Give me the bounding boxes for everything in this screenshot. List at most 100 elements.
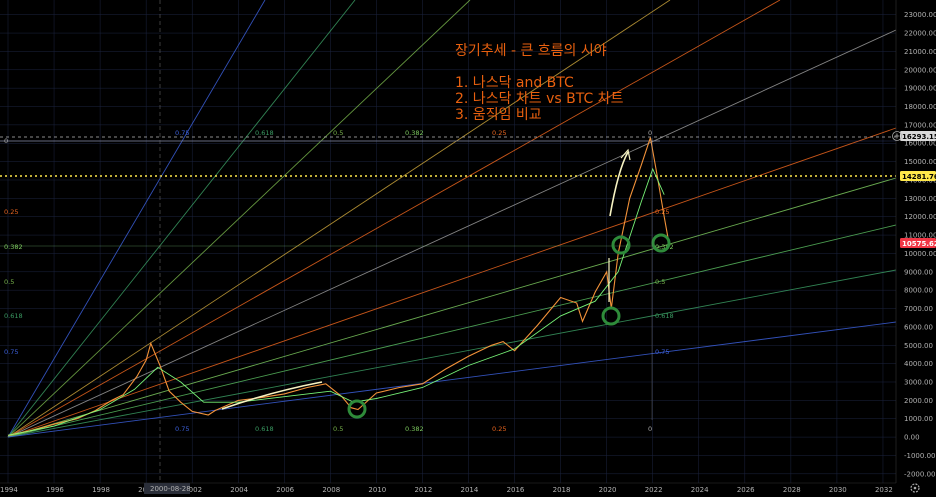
time-tick-label: 2032 xyxy=(875,486,893,494)
price-tick-label: 8000.00 xyxy=(904,287,933,295)
arrow-head xyxy=(620,148,631,161)
gear-icon-center xyxy=(913,486,917,490)
price-tick-label: 0.00 xyxy=(904,434,920,442)
annotation-title: 장기추세 - 큰 흐름의 시야 xyxy=(455,43,607,59)
fan-line xyxy=(7,321,897,438)
price-tag-top-bg xyxy=(900,131,936,141)
price-tick-label: 9000.00 xyxy=(904,268,933,276)
fib-label-bottom: 0.75 xyxy=(175,425,189,433)
price-tick-label: 3000.00 xyxy=(904,378,933,386)
fib-label-top: 0.25 xyxy=(492,129,506,137)
fib-label-right: 0.75 xyxy=(655,348,669,356)
highlight-circle xyxy=(347,399,367,419)
plus-button[interactable] xyxy=(892,131,902,141)
price-tick-label: 7000.00 xyxy=(904,305,933,313)
crosshair-date-bg xyxy=(144,483,190,494)
fib-label-right: 0.382 xyxy=(655,243,674,251)
time-tick-label: 2004 xyxy=(230,486,248,494)
fib-label-left: 0.75 xyxy=(4,348,18,356)
price-tick-label: -2000.00 xyxy=(904,470,935,478)
time-tick-label: 1994 xyxy=(0,486,18,494)
price-tick-label: 22000.00 xyxy=(904,30,936,38)
price-tick-label: 6000.00 xyxy=(904,323,933,331)
fan-line xyxy=(7,269,897,438)
price-tick-label: 17000.00 xyxy=(904,121,936,129)
fib-label-bottom: 0 xyxy=(648,425,652,433)
price-tag-current: 10575.62 xyxy=(900,238,936,248)
price-tick-label: 15000.00 xyxy=(904,158,936,166)
price-tick-label: 5000.00 xyxy=(904,342,933,350)
annotation-note: 장기추세 - 큰 흐름의 시야 1. 나스닥 and BTC 2. 나스닥 차트… xyxy=(455,43,624,123)
fib-label-top: 0.618 xyxy=(255,129,274,137)
time-axis[interactable]: 1994199619982000200220042006200820102012… xyxy=(0,482,936,497)
plus-icon xyxy=(892,131,902,141)
fib-label-bottom: 0.618 xyxy=(255,425,274,433)
time-tick-label: 2008 xyxy=(322,486,340,494)
trend-stroke-2003 xyxy=(221,381,323,410)
highlight-circle xyxy=(601,306,621,326)
fib-label-left: 0.382 xyxy=(4,243,23,251)
price-tick-label: 21000.00 xyxy=(904,48,936,56)
fib-retracement: 0.75 0.618 0.5 0.382 0.25 0 0.75 0.618 0.5 0.382 0… xyxy=(0,0,896,483)
fib-label-top: 0.75 xyxy=(175,129,189,137)
fib-label-top: 0.382 xyxy=(405,129,424,137)
fib-label-left: 0 xyxy=(4,137,8,145)
fib-label-left: 0.5 xyxy=(4,278,14,286)
price-tag-dotted-label: 14281.76 xyxy=(902,173,936,181)
price-tick-label: 18000.00 xyxy=(904,103,936,111)
time-axis-panel xyxy=(0,483,936,497)
crosshair-date-label: 2000-08-28 xyxy=(150,485,191,493)
price-tick-label: 19000.00 xyxy=(904,85,936,93)
fib-label-right: 0.5 xyxy=(655,278,665,286)
crosshair-date: 2000-08-28 xyxy=(144,483,191,494)
fib-label-top: 0.5 xyxy=(333,129,343,137)
price-tick-label: 4000.00 xyxy=(904,360,933,368)
time-tick-label: 2010 xyxy=(368,486,386,494)
price-tag-current-label: 10575.62 xyxy=(902,240,936,248)
annotation-item-1: 1. 나스닥 and BTC xyxy=(455,75,574,91)
price-tick-label: 20000.00 xyxy=(904,66,936,74)
fan-line xyxy=(7,0,471,438)
price-tag-current-bg xyxy=(900,238,936,248)
fib-label-top: 0 xyxy=(648,129,652,137)
time-tick-label: 2002 xyxy=(184,486,202,494)
time-tick-label: 2014 xyxy=(461,486,479,494)
time-tick-label: 2020 xyxy=(599,486,617,494)
price-tag-top: 16293.15 xyxy=(900,131,936,141)
price-tick-label: -1000.00 xyxy=(904,452,935,460)
time-tick-label: 1998 xyxy=(92,486,110,494)
fan-line xyxy=(7,127,897,438)
fib-label-right: 0.25 xyxy=(655,208,669,216)
settings-button[interactable] xyxy=(910,483,920,493)
chart-grid xyxy=(0,0,896,483)
time-tick-label: 2030 xyxy=(829,486,847,494)
fan-line xyxy=(7,0,356,438)
time-tick-label: 2028 xyxy=(783,486,801,494)
price-tick-label: 23000.00 xyxy=(904,11,936,19)
price-tick-label: 16000.00 xyxy=(904,140,936,148)
time-tick-label: 2024 xyxy=(691,486,709,494)
time-tick-label: 2018 xyxy=(553,486,571,494)
price-tick-label: 13000.00 xyxy=(904,195,936,203)
fib-label-bottom: 0.5 xyxy=(333,425,343,433)
price-tag-dotted-bg xyxy=(900,171,936,181)
price-tick-label: 1000.00 xyxy=(904,415,933,423)
time-tick-label: 2016 xyxy=(507,486,525,494)
fan-line xyxy=(7,0,266,438)
price-tag-dotted: 14281.76 xyxy=(900,171,936,181)
annotation-item-3: 3. 움직임 비교 xyxy=(455,107,542,123)
gann-fan xyxy=(7,0,897,438)
price-tick-label: 12000.00 xyxy=(904,213,936,221)
time-tick-label: 2012 xyxy=(414,486,432,494)
highlight-circle xyxy=(651,233,671,253)
annotation-item-2: 2. 나스닥 차트 vs BTC 차트 xyxy=(455,91,624,107)
price-tag-top-label: 16293.15 xyxy=(902,133,936,141)
time-tick-label: 1996 xyxy=(46,486,64,494)
fan-line xyxy=(7,177,897,438)
time-tick-label: 2026 xyxy=(737,486,755,494)
fib-label-right: 0.618 xyxy=(655,312,674,320)
time-tick-label: 2022 xyxy=(645,486,663,494)
fib-label-left: 0.25 xyxy=(4,208,18,216)
fan-line xyxy=(7,0,781,438)
